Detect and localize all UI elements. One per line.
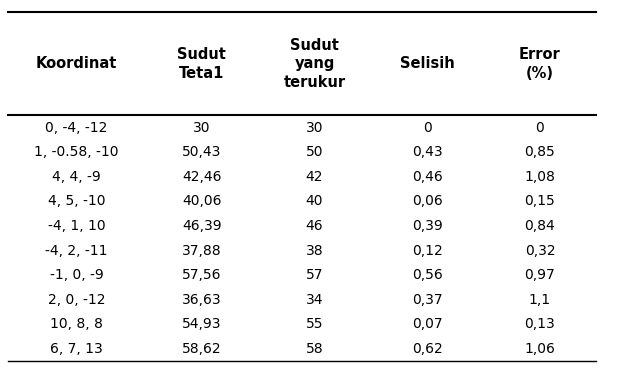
Text: 46: 46 xyxy=(306,219,323,233)
Text: 0,97: 0,97 xyxy=(525,268,555,282)
Text: Sudut
yang
terukur: Sudut yang terukur xyxy=(284,38,345,90)
Text: 40,06: 40,06 xyxy=(182,194,221,208)
Text: 0,39: 0,39 xyxy=(412,219,443,233)
Text: 4, 5, -10: 4, 5, -10 xyxy=(48,194,105,208)
Text: 55: 55 xyxy=(306,317,323,332)
Text: 0: 0 xyxy=(535,121,544,135)
Text: 0,06: 0,06 xyxy=(412,194,443,208)
Text: 38: 38 xyxy=(306,243,323,258)
Text: 1,1: 1,1 xyxy=(529,293,551,307)
Text: 10, 8, 8: 10, 8, 8 xyxy=(50,317,103,332)
Text: 0,56: 0,56 xyxy=(412,268,443,282)
Text: 0,37: 0,37 xyxy=(412,293,443,307)
Text: 34: 34 xyxy=(306,293,323,307)
Text: 0,13: 0,13 xyxy=(525,317,555,332)
Text: Sudut
Teta1: Sudut Teta1 xyxy=(177,47,226,81)
Text: 42,46: 42,46 xyxy=(182,170,221,184)
Text: 2, 0, -12: 2, 0, -12 xyxy=(48,293,105,307)
Text: 57,56: 57,56 xyxy=(182,268,221,282)
Text: 57: 57 xyxy=(306,268,323,282)
Text: Selisih: Selisih xyxy=(400,56,455,71)
Text: 0, -4, -12: 0, -4, -12 xyxy=(45,121,108,135)
Text: 37,88: 37,88 xyxy=(182,243,221,258)
Text: 4, 4, -9: 4, 4, -9 xyxy=(52,170,101,184)
Text: -1, 0, -9: -1, 0, -9 xyxy=(50,268,103,282)
Text: 50,43: 50,43 xyxy=(182,145,221,159)
Text: 1, -0.58, -10: 1, -0.58, -10 xyxy=(35,145,119,159)
Text: 36,63: 36,63 xyxy=(182,293,221,307)
Text: 0,62: 0,62 xyxy=(412,342,443,356)
Text: 0,43: 0,43 xyxy=(412,145,443,159)
Text: 30: 30 xyxy=(306,121,323,135)
Text: 0,46: 0,46 xyxy=(412,170,443,184)
Text: 0: 0 xyxy=(423,121,431,135)
Text: 58,62: 58,62 xyxy=(182,342,221,356)
Text: 1,06: 1,06 xyxy=(525,342,555,356)
Text: Koordinat: Koordinat xyxy=(36,56,117,71)
Text: 46,39: 46,39 xyxy=(182,219,221,233)
Text: -4, 2, -11: -4, 2, -11 xyxy=(45,243,108,258)
Text: 0,32: 0,32 xyxy=(525,243,555,258)
Text: 42: 42 xyxy=(306,170,323,184)
Text: 1,08: 1,08 xyxy=(525,170,555,184)
Text: 0,07: 0,07 xyxy=(412,317,443,332)
Text: 0,12: 0,12 xyxy=(412,243,443,258)
Text: 0,84: 0,84 xyxy=(525,219,555,233)
Text: 30: 30 xyxy=(193,121,211,135)
Text: 54,93: 54,93 xyxy=(182,317,221,332)
Text: -4, 1, 10: -4, 1, 10 xyxy=(48,219,105,233)
Text: Error
(%): Error (%) xyxy=(519,47,561,81)
Text: 58: 58 xyxy=(306,342,323,356)
Text: 0,15: 0,15 xyxy=(525,194,555,208)
Text: 40: 40 xyxy=(306,194,323,208)
Text: 6, 7, 13: 6, 7, 13 xyxy=(50,342,103,356)
Text: 0,85: 0,85 xyxy=(525,145,555,159)
Text: 50: 50 xyxy=(306,145,323,159)
